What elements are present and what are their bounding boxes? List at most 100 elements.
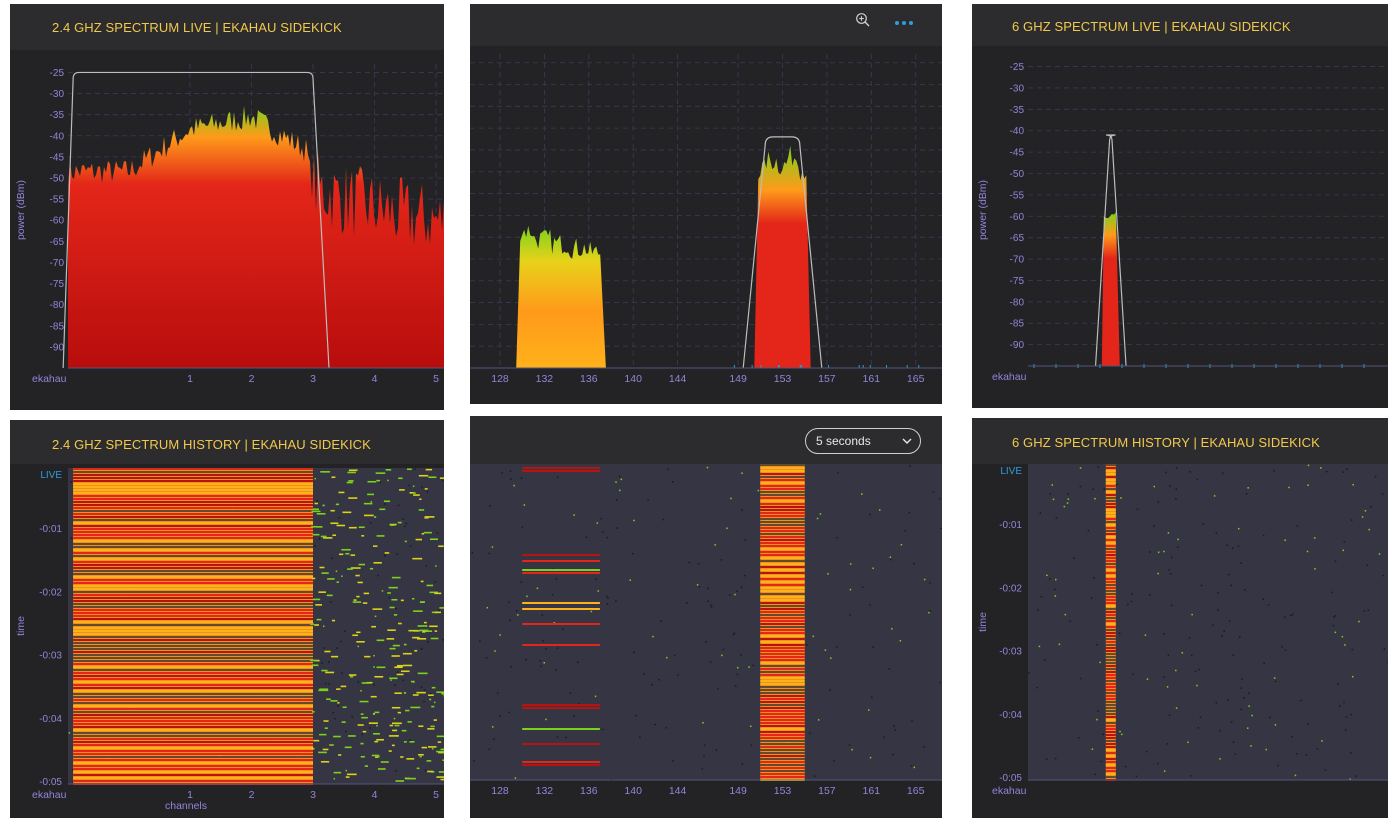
noise-speckle	[325, 671, 335, 674]
noise-speckle	[1040, 595, 1043, 598]
noise-speckle	[345, 552, 350, 555]
noise-speckle	[639, 736, 641, 739]
noise-speckle	[595, 578, 597, 581]
noise-speckle	[508, 601, 510, 604]
noise-speckle	[509, 619, 511, 622]
history-row	[1105, 746, 1116, 748]
noise-speckle	[438, 751, 444, 754]
x-tick-label: 4	[372, 789, 378, 801]
noise-speckle	[398, 622, 402, 625]
timespan-dropdown[interactable]: 5 seconds	[805, 428, 921, 454]
noise-speckle	[314, 545, 316, 547]
power-tick-label: -55	[50, 195, 65, 206]
noise-speckle	[362, 602, 368, 604]
noise-speckle	[1168, 714, 1171, 716]
noise-speckle	[404, 525, 406, 528]
x-tick-label: 149	[729, 373, 747, 385]
noise-speckle	[337, 705, 339, 707]
noise-speckle	[372, 713, 375, 715]
noise-speckle	[318, 537, 321, 540]
history-row	[73, 531, 314, 533]
noise-speckle	[1064, 613, 1067, 616]
noise-speckle	[406, 777, 416, 780]
noise-speckle	[1367, 609, 1370, 612]
history-row-gap	[760, 593, 805, 595]
noise-speckle	[357, 645, 360, 648]
noise-speckle	[565, 736, 567, 739]
noise-speckle	[1240, 562, 1242, 564]
noise-speckle	[374, 516, 377, 518]
noise-speckle	[357, 724, 364, 726]
y-axis-label: power (dBm)	[977, 180, 989, 240]
noise-speckle	[1175, 467, 1178, 470]
history-row	[1105, 536, 1116, 538]
history-row-gap	[760, 626, 805, 628]
history-row-gap	[73, 642, 314, 644]
noise-speckle	[324, 682, 327, 685]
noise-speckle	[600, 517, 603, 520]
noise-speckle	[1175, 488, 1178, 490]
power-tick-label: -60	[1010, 212, 1025, 223]
noise-speckle	[705, 640, 707, 643]
history-row	[522, 728, 600, 730]
history-row	[73, 561, 314, 563]
noise-speckle	[438, 545, 444, 548]
noise-speckle	[722, 648, 725, 651]
noise-speckle	[420, 686, 423, 688]
noise-speckle	[618, 475, 621, 478]
noise-speckle	[616, 527, 618, 529]
history-row	[522, 608, 600, 610]
noise-speckle	[1306, 550, 1309, 553]
noise-speckle	[1090, 597, 1093, 599]
noise-speckle	[369, 522, 372, 524]
history-row	[760, 467, 805, 469]
more-dots-icon[interactable]	[894, 16, 914, 30]
noise-speckle	[430, 637, 439, 640]
history-row	[73, 507, 314, 509]
zoom-in-icon[interactable]	[855, 12, 871, 28]
noise-speckle	[321, 572, 329, 574]
history-row	[1105, 686, 1116, 688]
noise-speckle	[311, 510, 321, 513]
noise-speckle	[347, 568, 353, 570]
history-row	[760, 695, 805, 697]
history-row-gap	[760, 704, 805, 706]
history-row	[760, 728, 805, 730]
history-row	[760, 470, 805, 472]
noise-speckle	[413, 494, 420, 496]
history-row	[760, 584, 805, 586]
noise-speckle	[1038, 645, 1041, 648]
noise-speckle	[329, 744, 334, 746]
history-row	[760, 713, 805, 715]
history-row-gap	[73, 693, 314, 695]
noise-speckle	[435, 565, 437, 567]
history-row	[1105, 587, 1116, 589]
noise-speckle	[526, 595, 528, 598]
power-tick-label: -85	[1010, 319, 1025, 330]
noise-speckle	[928, 611, 930, 614]
noise-speckle	[492, 738, 495, 741]
x-tick-label: 132	[536, 373, 554, 385]
noise-speckle	[72, 781, 74, 784]
noise-speckle	[323, 647, 326, 649]
noise-speckle	[1163, 676, 1165, 678]
noise-speckle	[363, 514, 374, 517]
noise-speckle	[509, 470, 512, 472]
history-row	[760, 500, 805, 502]
noise-speckle	[400, 599, 404, 602]
noise-speckle	[1291, 613, 1294, 616]
noise-speckle	[335, 570, 338, 572]
noise-speckle	[427, 728, 435, 730]
x-tick-label: 2	[249, 373, 255, 385]
noise-speckle	[1217, 609, 1219, 612]
history-row-gap	[1105, 464, 1116, 466]
history-row	[1105, 599, 1116, 601]
noise-speckle	[1307, 723, 1309, 725]
history-row	[760, 581, 805, 583]
history-row	[1105, 725, 1116, 727]
noise-speckle	[517, 614, 519, 616]
noise-speckle	[322, 748, 329, 751]
power-tick-label: -50	[50, 174, 65, 185]
noise-speckle	[418, 474, 429, 477]
noise-speckle	[377, 574, 379, 577]
